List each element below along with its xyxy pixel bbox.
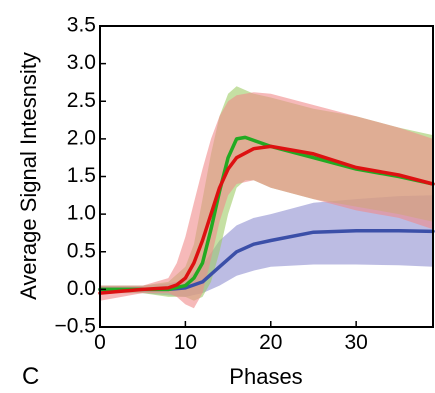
x-tick-label: 10	[174, 331, 197, 354]
series-1-band	[100, 195, 433, 297]
series-3-band	[100, 92, 433, 309]
y-tick-label: −0.5	[55, 315, 96, 338]
x-tick-label: 20	[259, 331, 282, 354]
y-tick-label: 2.5	[67, 89, 96, 112]
y-tick-label: 1.5	[67, 164, 96, 187]
x-tick-label: 0	[94, 331, 106, 354]
y-tick-label: 0.0	[67, 277, 96, 300]
y-tick-label: 3.0	[67, 51, 96, 74]
x-axis-title: Phases	[229, 364, 302, 389]
bands-layer	[100, 86, 433, 309]
panel-label: C	[22, 363, 39, 390]
y-axis: 3.5 3.0 2.5 2.0 1.5 1.0 0.5 0.0 −0.5	[55, 14, 106, 338]
y-tick-label: 0.5	[67, 239, 96, 262]
lines-layer	[98, 135, 435, 295]
y-tick-label: 2.0	[67, 126, 96, 149]
x-tick-label: 30	[344, 331, 367, 354]
y-axis-title: Average Signal Intesnsity	[16, 52, 41, 300]
series-2-line	[98, 135, 435, 292]
x-axis: 0 10 20 30	[94, 321, 368, 354]
series-3-line	[98, 144, 435, 295]
y-tick-label: 3.5	[67, 14, 96, 37]
y-tick-label: 1.0	[67, 202, 96, 225]
